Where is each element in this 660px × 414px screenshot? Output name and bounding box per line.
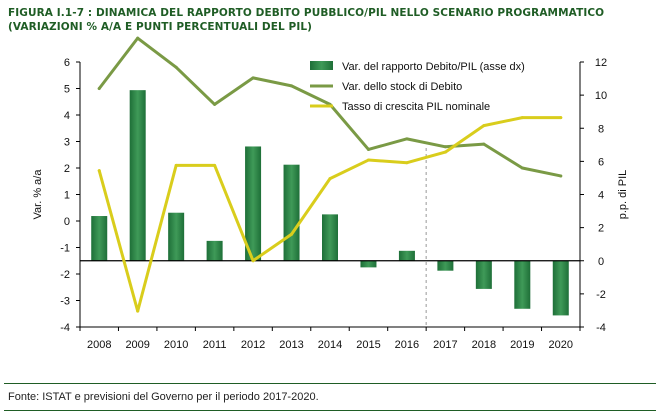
chart-title: FIGURA I.1-7 : DINAMICA DEL RAPPORTO DEB…	[8, 6, 656, 34]
x-tick-label: 2009	[125, 339, 149, 351]
x-tick-label: 2008	[87, 339, 111, 351]
y-right-tick-label: 6	[598, 156, 604, 168]
line-debt-stock-change-point	[405, 137, 409, 141]
line-nominal-gdp-growth-point	[520, 116, 524, 120]
x-tick-label: 2014	[318, 339, 342, 351]
line-debt-stock-change-point	[97, 87, 101, 90]
legend: Var. del rapporto Debito/PIL (asse dx) Va…	[310, 61, 525, 113]
bar-debt-ratio-change	[91, 216, 108, 261]
y-left-tick-label: -1	[60, 243, 70, 255]
y-left-tick-label: -3	[60, 296, 70, 308]
footer-divider-top	[4, 383, 656, 384]
line-nominal-gdp-growth-point	[136, 309, 140, 313]
bar-debt-ratio-change	[552, 260, 569, 316]
line-nominal-gdp-growth-point	[174, 163, 178, 167]
line-nominal-gdp-growth-point	[251, 259, 255, 263]
y-axis-right-title: p.p. di PIL	[617, 170, 629, 220]
bar-debt-ratio-change	[245, 146, 262, 261]
line-debt-stock-change-point	[559, 174, 563, 178]
bar-debt-ratio-change	[168, 212, 185, 261]
x-tick-label: 2015	[356, 339, 380, 351]
y-left-tick-label: 3	[64, 137, 70, 149]
line-debt-stock-change-point	[136, 36, 140, 40]
y-left-tick-label: -4	[60, 322, 70, 334]
footer-divider-bottom	[4, 410, 656, 411]
bar-debt-ratio-change	[129, 90, 146, 261]
bar-debt-ratio-change	[475, 260, 492, 289]
y-axis-left-title: Var. % a/a	[32, 169, 44, 220]
legend-label: Tasso di crescita PIL nominale	[342, 101, 490, 113]
bar-debt-ratio-change	[437, 260, 454, 271]
line-debt-stock-change-point	[290, 84, 294, 88]
y-left-tick-label: 1	[64, 190, 70, 202]
y-right-tick-label: 8	[598, 123, 604, 135]
line-nominal-gdp-growth-point	[366, 158, 370, 162]
y-right-tick-label: -2	[596, 289, 606, 301]
x-tick-label: 2016	[395, 339, 419, 351]
y-right-tick-label: 2	[598, 223, 604, 235]
x-tick-label: 2011	[203, 339, 227, 351]
x-tick-label: 2013	[279, 339, 303, 351]
legend-label: Var. del rapporto Debito/PIL (asse dx)	[342, 61, 525, 73]
x-tick-label: 2020	[549, 339, 573, 351]
y-right-tick-label: 4	[598, 190, 604, 202]
y-left-tick-label: 2	[64, 163, 70, 175]
x-tick-label: 2012	[241, 339, 265, 351]
line-nominal-gdp-growth-point	[97, 169, 101, 173]
bar-debt-ratio-change	[398, 250, 415, 261]
line-nominal-gdp-growth-point	[482, 124, 486, 128]
line-nominal-gdp-growth-point	[559, 116, 563, 120]
legend-label: Var. dello stock di Debito	[342, 81, 462, 93]
y-right-tick-label: 12	[595, 57, 607, 69]
y-left-tick-label: 5	[64, 84, 70, 96]
x-tick-label: 2017	[433, 339, 457, 351]
x-tick-label: 2010	[164, 339, 188, 351]
bar-debt-ratio-change	[322, 214, 338, 261]
y-right-tick-label: 0	[598, 256, 604, 268]
line-nominal-gdp-growth-point	[213, 163, 217, 167]
line-debt-stock-change-point	[251, 76, 255, 80]
line-nominal-gdp-growth-point	[405, 161, 409, 165]
legend-swatch-bar	[310, 61, 333, 70]
bar-debt-ratio-change	[206, 240, 223, 261]
line-debt-stock-change-point	[482, 142, 486, 146]
line-nominal-gdp-growth-point	[443, 150, 447, 154]
line-debt-stock-change-point	[174, 65, 178, 69]
line-nominal-gdp-growth-point	[328, 177, 332, 181]
chart-title-line-1: FIGURA I.1-7 : DINAMICA DEL RAPPORTO DEB…	[8, 7, 605, 19]
x-tick-label: 2019	[510, 339, 534, 351]
y-left-tick-label: -2	[60, 269, 70, 281]
bar-debt-ratio-change	[360, 260, 377, 268]
y-left-tick-label: 6	[64, 57, 70, 69]
bar-debt-ratio-change	[514, 260, 531, 309]
line-debt-stock-change-point	[366, 147, 370, 151]
y-left-tick-label: 0	[64, 216, 70, 228]
x-tick-label: 2018	[472, 339, 496, 351]
y-right-tick-label: 10	[595, 90, 607, 102]
y-right-tick-label: -4	[596, 322, 606, 334]
source-note: Fonte: ISTAT e previsioni del Governo pe…	[8, 391, 319, 403]
line-debt-stock-change-point	[520, 166, 524, 170]
y-left-tick-label: 4	[64, 110, 70, 122]
bar-debt-ratio-change	[283, 164, 300, 261]
line-nominal-gdp-growth-point	[290, 232, 294, 236]
line-debt-stock-change-point	[213, 102, 217, 106]
chart-title-line-2: (VARIAZIONI % A/A E PUNTI PERCENTUALI DE…	[8, 21, 313, 33]
line-debt-stock-change-point	[443, 145, 447, 149]
